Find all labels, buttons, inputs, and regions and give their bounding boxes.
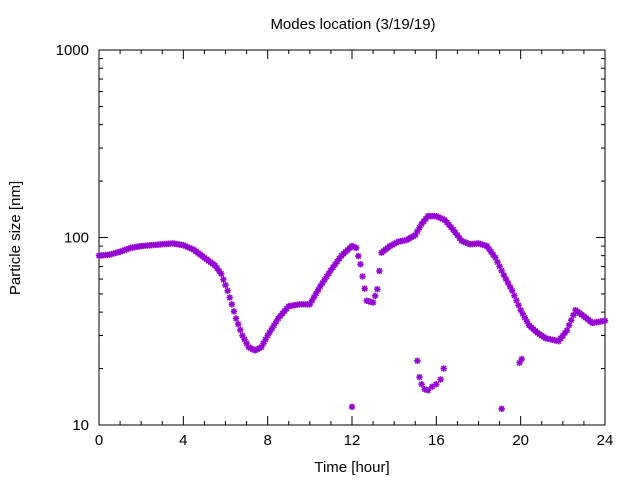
data-point	[437, 376, 444, 383]
data-point	[371, 292, 379, 300]
x-tick-label: 0	[95, 432, 103, 449]
data-point	[511, 292, 518, 299]
data-point	[353, 244, 360, 252]
data-point	[237, 326, 244, 334]
data-point	[220, 276, 227, 283]
data-point	[513, 297, 520, 304]
chart-title: Modes location (3/19/19)	[270, 16, 435, 33]
data-point	[226, 294, 233, 301]
data-point	[374, 285, 381, 293]
data-point	[228, 301, 236, 308]
data-point	[498, 405, 505, 413]
data-point	[361, 285, 368, 292]
data-point	[234, 320, 242, 328]
data-point	[359, 273, 366, 280]
data-point	[509, 287, 516, 294]
data-point	[518, 355, 525, 363]
data-point	[355, 252, 362, 260]
axis-ticks	[98, 49, 606, 426]
data-point	[230, 308, 238, 315]
data-point	[433, 381, 440, 388]
data-point	[428, 383, 436, 390]
data-point	[416, 373, 423, 381]
data-point	[418, 381, 425, 388]
y-tick-label: 1000	[56, 42, 89, 59]
x-axis-label: Time [hour]	[314, 459, 389, 476]
x-tick-label: 16	[428, 432, 445, 449]
y-tick-label: 10	[72, 417, 89, 434]
data-point	[440, 365, 447, 372]
x-tick-label: 24	[597, 432, 614, 449]
data-points	[95, 212, 609, 413]
data-point	[218, 270, 225, 278]
data-point	[348, 403, 356, 411]
data-point	[601, 317, 609, 324]
data-point	[357, 261, 364, 268]
data-point	[568, 316, 575, 324]
data-point	[222, 281, 229, 289]
y-axis-label: Particle size [nm]	[7, 181, 24, 295]
x-tick-label: 12	[344, 432, 361, 449]
data-point	[563, 327, 571, 334]
plot-area-frame	[98, 49, 606, 426]
data-point	[317, 282, 324, 290]
data-point	[224, 287, 231, 294]
data-point	[570, 311, 577, 319]
axis-tick-labels: 0 4 8 12 16 20 24 10 100 1000	[56, 42, 614, 449]
data-point	[232, 315, 240, 322]
y-tick-label: 100	[64, 230, 89, 247]
data-point	[515, 302, 522, 309]
data-point	[376, 267, 383, 275]
x-tick-label: 8	[263, 432, 271, 449]
x-tick-label: 4	[179, 432, 187, 449]
data-point	[565, 322, 573, 329]
data-point	[414, 357, 421, 364]
x-tick-label: 20	[512, 432, 529, 449]
data-point	[369, 299, 377, 306]
